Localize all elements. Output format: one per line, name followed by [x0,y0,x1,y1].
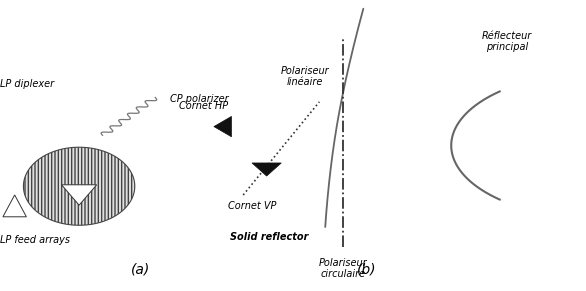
Polygon shape [214,116,231,137]
Text: (b): (b) [356,262,376,276]
Text: Polariseur
circulaire: Polariseur circulaire [319,258,367,279]
Text: Polariseur
linéaire: Polariseur linéaire [281,66,329,87]
Text: Solid reflector: Solid reflector [230,232,309,242]
Text: Réflecteur
principal: Réflecteur principal [482,31,532,52]
Text: LP diplexer: LP diplexer [0,79,54,89]
Text: CP polarizer: CP polarizer [170,94,229,104]
Polygon shape [23,147,135,225]
Text: (a): (a) [131,262,150,276]
Polygon shape [252,163,281,176]
Text: LP feed arrays: LP feed arrays [0,235,70,245]
Polygon shape [62,185,97,205]
Text: Cornet HP: Cornet HP [179,101,228,111]
Text: Cornet VP: Cornet VP [228,201,276,211]
